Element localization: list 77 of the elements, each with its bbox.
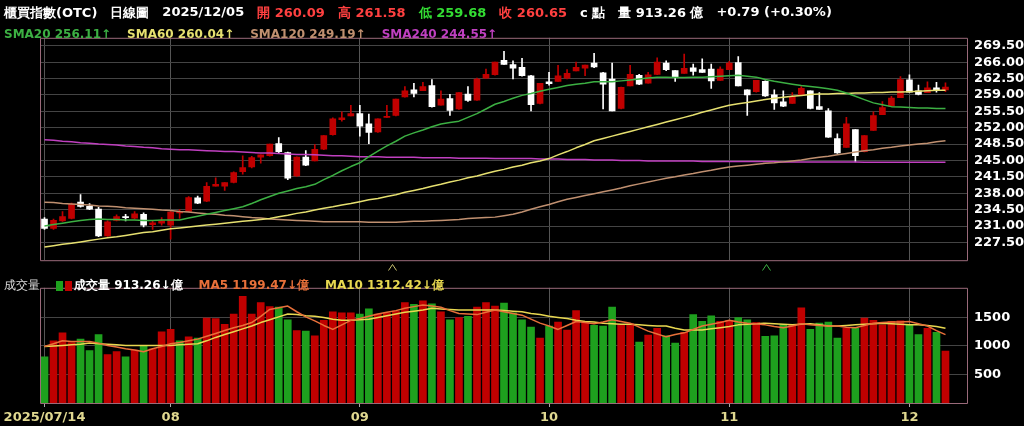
y-tick-label: 248.50: [974, 135, 1024, 151]
bar: [680, 331, 689, 403]
bar: [85, 350, 94, 403]
bar: [121, 356, 130, 403]
bar: [851, 327, 860, 403]
candlestick: [239, 155, 247, 175]
y-tick-label: 259.00: [974, 86, 1024, 102]
bar: [536, 337, 544, 403]
text: 高 261.58: [337, 4, 406, 22]
text: 量 913.26 億: [618, 4, 704, 22]
y-tick-label: 245.00: [974, 151, 1024, 167]
x-tick-label: 09: [350, 409, 369, 425]
x-tick-label: 11: [720, 409, 739, 425]
bar: [40, 356, 49, 403]
y-tick-label: 255.50: [974, 102, 1024, 118]
text: c 點: [580, 4, 606, 22]
y-tick-label: 241.50: [974, 168, 1024, 184]
bar: [914, 334, 923, 403]
bar: [941, 350, 950, 403]
bar: [842, 327, 851, 403]
bar: [410, 304, 418, 403]
bar: [419, 300, 427, 403]
bar: [428, 303, 436, 403]
candlestick: [545, 72, 553, 86]
bar: [464, 315, 472, 403]
candlestick: [383, 104, 391, 118]
y-tick-label: 252.00: [974, 119, 1024, 135]
bar: [301, 330, 310, 403]
bar: [103, 354, 112, 403]
bar: [905, 324, 914, 403]
bar: [545, 325, 553, 403]
y-tick-label: 269.50: [974, 37, 1024, 53]
text: 收 260.65: [499, 4, 568, 22]
y-tick-label: 1500: [974, 308, 1011, 324]
text: 開 260.09: [257, 4, 325, 22]
series-label: MA5 1199.47↓億: [198, 277, 310, 294]
x-tick-label: 2025/07/14: [3, 409, 86, 425]
x-tick-label: 08: [161, 409, 180, 425]
candlestick: [212, 177, 220, 187]
bar: [112, 351, 121, 403]
bar: [752, 322, 761, 403]
bar: [446, 319, 454, 403]
bar: [148, 348, 157, 403]
legend-label: 成交量 913.26↓億: [74, 277, 183, 294]
x-tick-label: 12: [900, 409, 919, 425]
bar: [455, 317, 463, 403]
y-tick-label: 500: [974, 365, 1002, 381]
candlestick: [743, 89, 751, 116]
y-tick-label: 1000: [974, 337, 1011, 353]
bar: [806, 329, 815, 403]
text: +0.79 (+0.30%): [716, 4, 832, 21]
bar: [437, 311, 445, 403]
chart-title: 櫃買指數(OTC): [4, 4, 98, 22]
text: 日線圖: [110, 4, 150, 22]
bar: [635, 341, 643, 403]
text: SMA60 260.04↑: [127, 27, 235, 41]
y-tick-label: 227.50: [974, 233, 1024, 249]
text: SMA120 249.19↑: [250, 27, 366, 41]
y-tick-label: 266.00: [974, 53, 1024, 69]
bar: [923, 327, 932, 403]
text: SMA20 256.11↑: [4, 27, 112, 41]
y-tick-label: 234.50: [974, 201, 1024, 217]
bar: [292, 330, 301, 403]
y-tick-label: 238.00: [974, 184, 1024, 200]
text: 2025/12/05: [162, 4, 245, 21]
bar: [193, 337, 202, 403]
text: SMA240 244.55↑: [381, 27, 498, 41]
text: 低 259.68: [418, 4, 487, 22]
bar: [833, 337, 842, 403]
series-label: MA10 1312.42↓億: [325, 277, 444, 294]
x-tick-label: 10: [540, 409, 559, 425]
bar: [878, 324, 887, 403]
bar: [932, 331, 941, 403]
y-tick-label: 262.50: [974, 69, 1024, 85]
candlestick: [509, 60, 517, 80]
chart-title: 成交量: [4, 277, 40, 294]
y-tick-label: 231.00: [974, 217, 1024, 233]
